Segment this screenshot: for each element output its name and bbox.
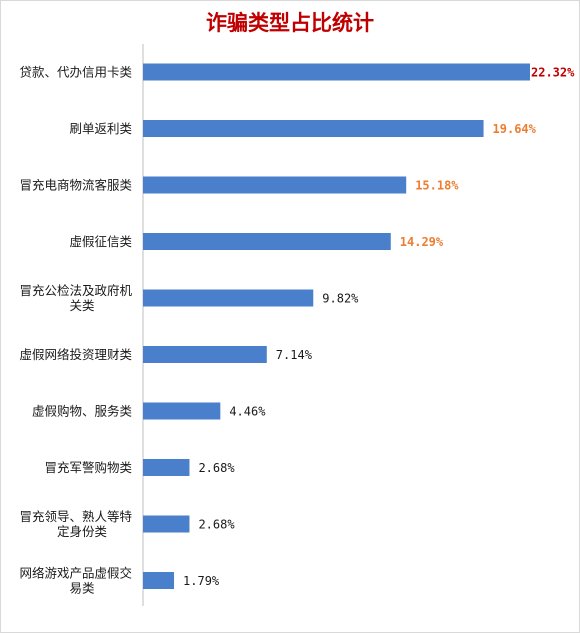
bar-5 xyxy=(143,289,314,307)
data-label-5: 9.82% xyxy=(322,292,359,306)
category-label-4: 虚假征信类 xyxy=(69,234,132,249)
category-label-6: 虚假网络投资理财类 xyxy=(19,347,132,362)
category-label-1: 贷款、代办信用卡类 xyxy=(19,65,132,80)
category-label-2: 刷单返利类 xyxy=(69,121,132,136)
data-label-3: 15.18% xyxy=(415,179,459,193)
category-label-9-line-1: 冒充领导、熟人等特 xyxy=(19,509,132,524)
data-label-6: 7.14% xyxy=(276,348,313,362)
category-label-3: 冒充电商物流客服类 xyxy=(19,178,132,193)
bar-10 xyxy=(143,572,175,589)
category-label-10-line-1: 网络游戏产品虚假交 xyxy=(19,566,132,581)
data-label-1: 22.32% xyxy=(531,66,575,80)
bar-1 xyxy=(143,63,530,81)
bar-8 xyxy=(143,459,190,476)
data-label-9: 2.68% xyxy=(198,518,235,532)
data-label-8: 2.68% xyxy=(198,461,235,475)
bar-3 xyxy=(143,176,407,194)
category-label-5-line-2: 关类 xyxy=(69,298,95,313)
bar-7 xyxy=(143,402,221,420)
category-label-5-line-1: 冒充公检法及政府机 xyxy=(19,283,132,298)
chart-title: 诈骗类型占比统计 xyxy=(206,11,374,35)
category-label-9-line-2: 定身份类 xyxy=(57,524,108,539)
data-label-7: 4.46% xyxy=(229,405,266,419)
bar-9 xyxy=(143,515,190,533)
bar-6 xyxy=(143,346,267,363)
category-label-8: 冒充军警购物类 xyxy=(44,460,132,475)
bar-2 xyxy=(143,120,484,137)
category-label-10-line-2: 易类 xyxy=(69,581,95,596)
data-label-10: 1.79% xyxy=(183,574,220,588)
bar-4 xyxy=(143,233,391,250)
data-label-2: 19.64% xyxy=(493,122,537,136)
category-label-7: 虚假购物、服务类 xyxy=(32,404,133,419)
data-label-4: 14.29% xyxy=(400,235,444,249)
